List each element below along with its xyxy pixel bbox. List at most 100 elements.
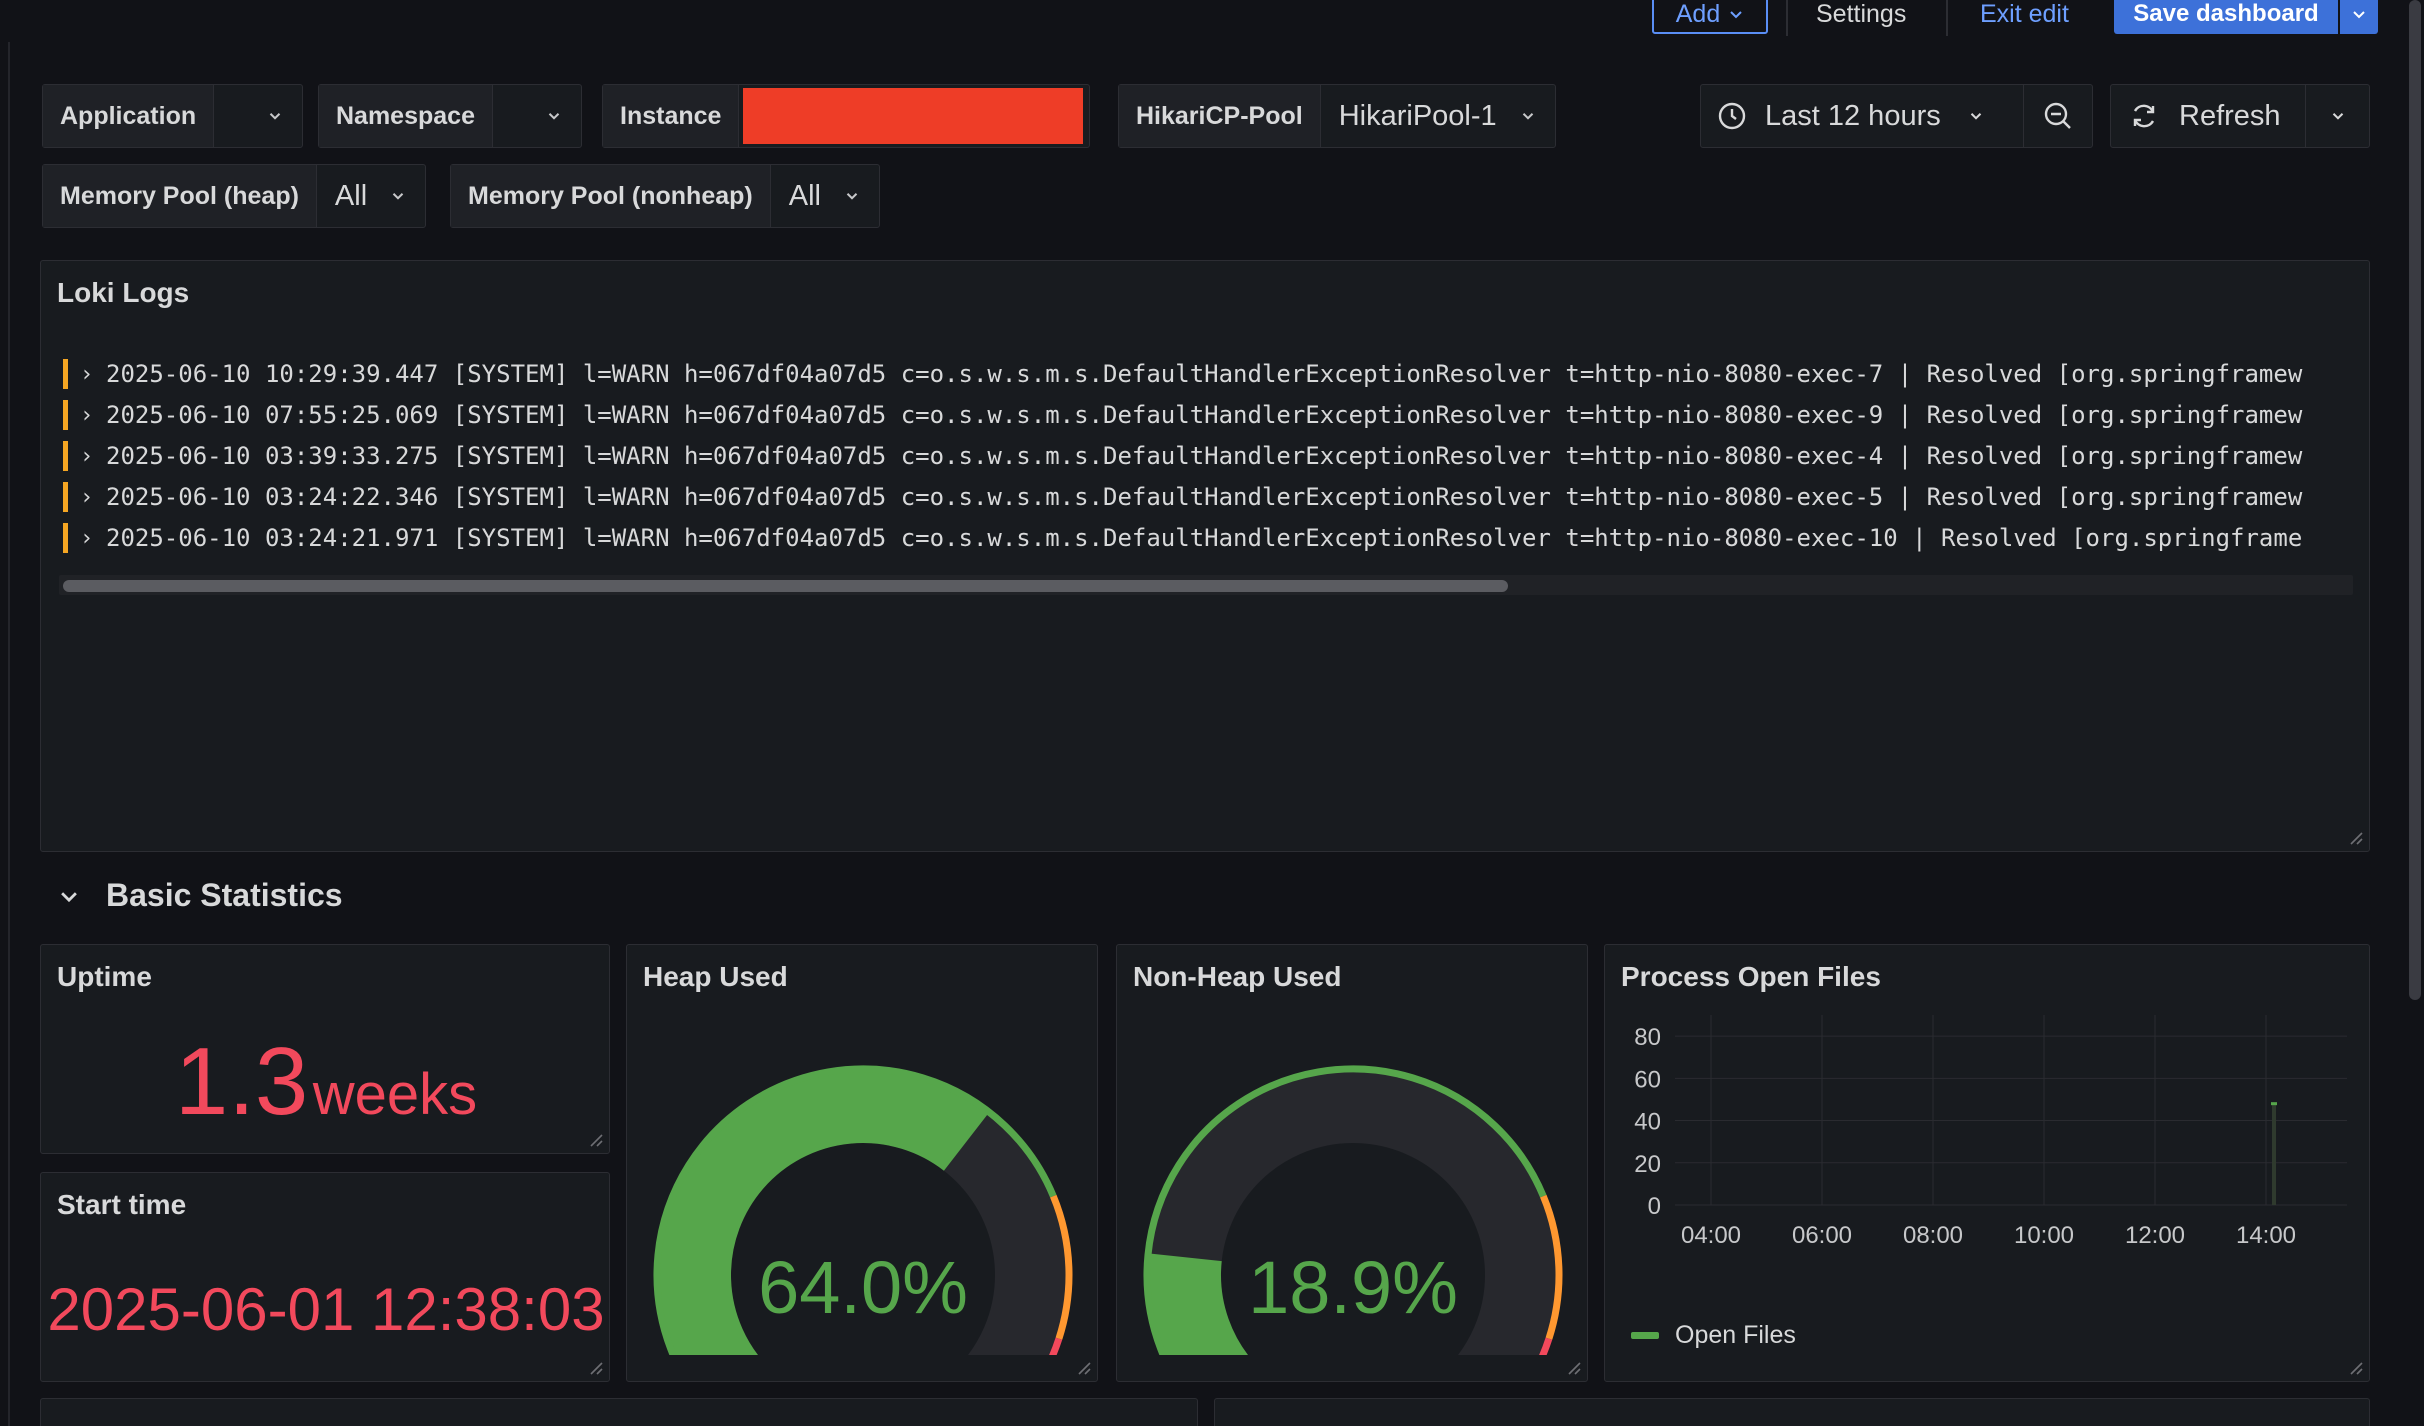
- log-level-indicator: [63, 441, 68, 471]
- threshold-arc-green: [653, 1065, 1057, 1355]
- log-level-indicator: [63, 400, 68, 430]
- exit-edit-button[interactable]: Exit edit: [1980, 0, 2069, 28]
- log-row[interactable]: › 2025-06-10 10:29:39.447 [SYSTEM] l=WARN…: [63, 357, 2302, 391]
- start-time-value: 2025-06-01 12:38:03: [47, 1276, 605, 1343]
- add-button[interactable]: Add: [1652, 0, 1768, 34]
- log-row[interactable]: › 2025-06-10 07:55:25.069 [SYSTEM] l=WARN…: [63, 398, 2302, 432]
- threshold-arc-red: [1538, 1337, 1553, 1355]
- chart-legend[interactable]: Open Files: [1631, 1321, 1796, 1350]
- log-text: 2025-06-10 03:39:33.275 [SYSTEM] l=WARN …: [106, 442, 2303, 470]
- variable-memory-pool-nonheap[interactable]: Memory Pool (nonheap) All: [450, 164, 880, 228]
- uptime-panel: Uptime 1.3 weeks: [40, 944, 610, 1154]
- chevron-down-icon: [2353, 11, 2365, 19]
- chevron-down-icon: [1970, 113, 1981, 120]
- zoom-out-icon: [2044, 102, 2071, 129]
- expand-chevron-icon[interactable]: ›: [80, 402, 94, 428]
- log-text: 2025-06-10 03:24:21.971 [SYSTEM] l=WARN …: [106, 524, 2303, 552]
- threshold-arc-orange: [1540, 1194, 1563, 1340]
- y-tick-label: 40: [1634, 1109, 1661, 1136]
- save-options-dropdown[interactable]: [2340, 0, 2378, 34]
- panel-title: Uptime: [57, 961, 152, 992]
- stat-value: 1.3 weeks: [41, 1027, 611, 1137]
- chevron-down-icon: [846, 193, 858, 200]
- legend-label: Open Files: [1675, 1321, 1796, 1349]
- threshold-arc-orange: [1050, 1194, 1073, 1340]
- panel-title: Heap Used: [643, 961, 788, 992]
- log-level-indicator: [63, 523, 68, 553]
- time-range-picker[interactable]: Last 12 hours: [1700, 84, 2024, 148]
- redacted-value: [743, 88, 1084, 144]
- y-tick-label: 60: [1634, 1066, 1661, 1093]
- toolbar-divider: [1946, 0, 1948, 36]
- cpu-panel-partial: [40, 1398, 1198, 1426]
- variable-select[interactable]: All: [317, 165, 425, 227]
- x-tick-label: 12:00: [2125, 1222, 2185, 1249]
- variable-instance[interactable]: Instance: [602, 84, 1091, 148]
- zoom-out-button[interactable]: [2023, 84, 2093, 148]
- variable-memory-pool-heap[interactable]: Memory Pool (heap) All: [42, 164, 427, 228]
- variable-label: HikariCP-Pool: [1119, 85, 1321, 147]
- save-dashboard-button[interactable]: Save dashboard: [2114, 0, 2338, 34]
- panel-title: Non-Heap Used: [1133, 961, 1342, 992]
- gauge-value: 64.0%: [758, 1246, 968, 1329]
- variable-label: Memory Pool (nonheap): [451, 165, 771, 227]
- variable-hikaricp-pool[interactable]: HikariCP-Pool HikariPool-1: [1118, 84, 1556, 148]
- row-basic-statistics[interactable]: Basic Statistics: [58, 877, 343, 914]
- y-tick-label: 20: [1634, 1151, 1661, 1178]
- expand-chevron-icon[interactable]: ›: [80, 443, 94, 469]
- horizontal-scrollbar-thumb[interactable]: [63, 580, 1508, 592]
- expand-chevron-icon[interactable]: ›: [80, 525, 94, 551]
- log-text: 2025-06-10 07:55:25.069 [SYSTEM] l=WARN …: [106, 401, 2303, 429]
- frame-border: [8, 42, 10, 1426]
- refresh-label: Refresh: [2179, 99, 2281, 132]
- log-row[interactable]: › 2025-06-10 03:24:21.971 [SYSTEM] l=WARN…: [63, 521, 2302, 555]
- variable-label: Memory Pool (heap): [43, 165, 317, 227]
- resize-handle-icon[interactable]: [1075, 1359, 1091, 1375]
- top-toolbar: [0, 0, 2424, 42]
- x-tick-label: 08:00: [1903, 1222, 1963, 1249]
- chevron-down-icon: [2332, 113, 2343, 120]
- settings-button[interactable]: Settings: [1816, 0, 1907, 28]
- section-title: Basic Statistics: [106, 877, 343, 913]
- chevron-down-icon: [269, 113, 281, 120]
- process-open-files-panel: Process Open Files 80 60 40 20 0 04:00 06:00 08…: [1604, 944, 2370, 1382]
- variable-label: Instance: [603, 85, 740, 147]
- non-heap-used-panel: Non-Heap Used 18.9%: [1116, 944, 1588, 1382]
- refresh-interval-dropdown[interactable]: [2305, 84, 2370, 148]
- chevron-down-icon: [1522, 113, 1533, 120]
- clock-icon: [1718, 102, 1746, 130]
- variable-select[interactable]: All: [771, 165, 879, 227]
- variable-label: Application: [43, 85, 215, 147]
- variable-namespace[interactable]: Namespace: [318, 84, 582, 148]
- heap-used-panel: Heap Used 64.0%: [626, 944, 1098, 1382]
- log-level-indicator: [63, 482, 68, 512]
- expand-chevron-icon[interactable]: ›: [80, 361, 94, 387]
- instance-select[interactable]: [739, 85, 1089, 147]
- chevron-down-icon: [392, 193, 404, 200]
- refresh-button[interactable]: Refresh: [2110, 84, 2306, 148]
- toolbar-divider: [1786, 0, 1788, 36]
- variable-application[interactable]: Application: [42, 84, 304, 148]
- resize-handle-icon[interactable]: [2347, 829, 2363, 845]
- page-scrollbar-thumb[interactable]: [2409, 0, 2421, 1000]
- resize-handle-icon[interactable]: [2347, 1359, 2363, 1375]
- variable-select[interactable]: HikariPool-1: [1321, 85, 1555, 147]
- resize-handle-icon[interactable]: [587, 1131, 603, 1147]
- panel-title: Loki Logs: [57, 277, 190, 308]
- loki-logs-panel: Loki Logs › 2025-06-10 10:29:39.447 [SYST…: [40, 260, 2370, 852]
- log-row[interactable]: › 2025-06-10 03:24:22.346 [SYSTEM] l=WARN…: [63, 480, 2302, 514]
- resize-handle-icon[interactable]: [1565, 1359, 1581, 1375]
- chevron-down-icon: [61, 891, 77, 902]
- uptime-unit: weeks: [312, 1062, 478, 1127]
- variable-select[interactable]: [493, 85, 581, 147]
- log-row[interactable]: › 2025-06-10 03:39:33.275 [SYSTEM] l=WARN…: [63, 439, 2302, 473]
- gauge-fill: [655, 1067, 991, 1355]
- log-text: 2025-06-10 10:29:39.447 [SYSTEM] l=WARN …: [106, 360, 2303, 388]
- heap-gauge: [653, 1065, 1073, 1355]
- resize-handle-icon[interactable]: [587, 1359, 603, 1375]
- variable-value: All: [334, 179, 368, 212]
- variable-select[interactable]: [214, 85, 302, 147]
- expand-chevron-icon[interactable]: ›: [80, 484, 94, 510]
- legend-swatch: [1631, 1332, 1659, 1339]
- horizontal-scrollbar[interactable]: [59, 575, 2353, 595]
